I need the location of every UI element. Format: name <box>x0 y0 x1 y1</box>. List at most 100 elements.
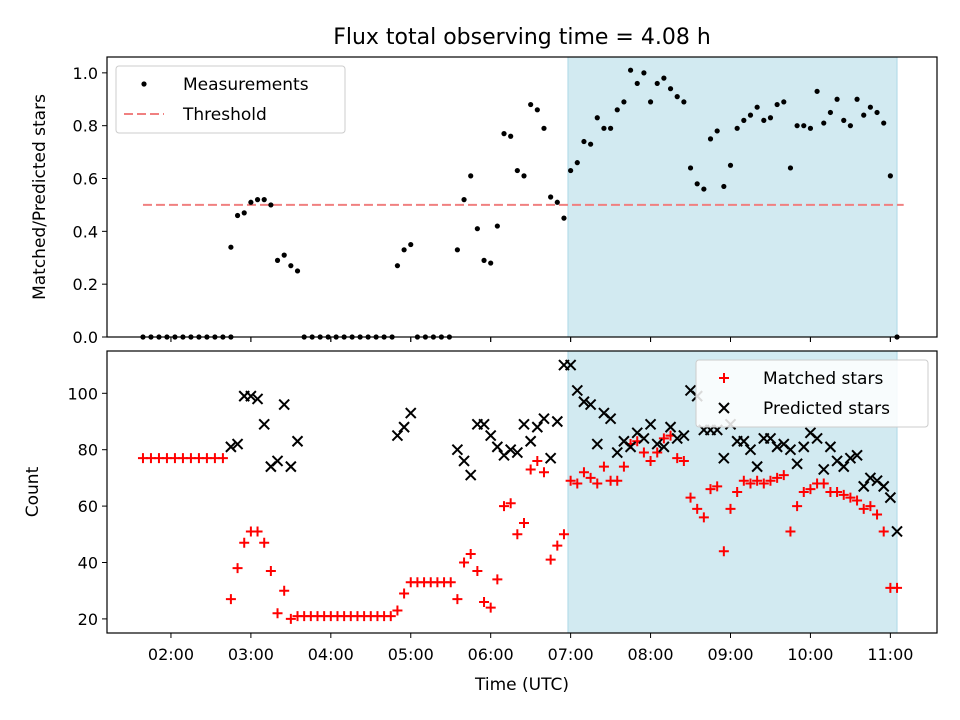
measurement-point <box>554 199 560 205</box>
matched-star-point <box>678 455 689 466</box>
measurement-point <box>274 257 281 263</box>
matched-star-point <box>798 487 809 497</box>
measurement-point <box>741 117 747 123</box>
predicted-star-point <box>784 443 797 456</box>
matched-star-point <box>465 549 476 560</box>
predicted-star-point <box>478 418 490 431</box>
x-tick-label: 07:00 <box>548 645 594 664</box>
measurement-point <box>234 212 241 219</box>
legend-label: Matched stars <box>763 369 883 389</box>
measurement-point <box>807 125 814 131</box>
matched-star-point <box>452 594 463 605</box>
predicted-star-point <box>851 449 863 462</box>
measurement-point <box>541 125 547 131</box>
y-tick-label: 100 <box>67 384 98 403</box>
measurement-point <box>661 75 667 81</box>
measurement-point <box>548 194 554 200</box>
matched-star-point <box>538 467 549 478</box>
measurement-point <box>401 247 407 253</box>
legend-marker-matched <box>719 373 729 383</box>
matched-star-point <box>265 565 276 576</box>
bottom-panel: 02:00 03:00 04:00 05:00 06:00 07:00 08:00 09:00… <box>23 350 938 695</box>
matched-star-point <box>845 492 856 503</box>
predicted-star-point <box>578 396 590 408</box>
measurement-point <box>241 210 247 216</box>
measurement-point <box>254 197 261 203</box>
predicted-star-point <box>504 443 517 456</box>
matched-star-point <box>598 461 609 472</box>
measurement-point <box>881 120 887 126</box>
measurement-point <box>701 186 707 192</box>
measurement-point <box>761 117 767 123</box>
predicted-star-point <box>771 441 783 453</box>
measurement-point <box>827 109 834 116</box>
predicted-star-point <box>278 398 290 411</box>
matched-star-point <box>225 594 236 605</box>
predicted-star-point <box>744 443 757 456</box>
measurement-point <box>408 241 414 248</box>
y-tick-label: 20 <box>78 610 98 629</box>
matched-star-point <box>572 478 583 489</box>
predicted-star-point <box>538 412 550 425</box>
top-panel: 0.0 0.2 0.4 0.6 0.8 1.0 Matched/Predicted star… <box>30 56 938 347</box>
legend-box <box>115 65 346 134</box>
x-axis-label: Time (UTC) <box>474 675 569 695</box>
measurement-point <box>594 115 600 121</box>
measurement-point <box>734 125 740 131</box>
predicted-star-point <box>564 359 577 371</box>
measurement-point <box>494 223 500 229</box>
measurement-point <box>887 173 893 179</box>
predicted-star-point <box>884 491 897 504</box>
predicted-star-point <box>544 452 557 464</box>
predicted-star-point <box>664 421 677 433</box>
matched-star-point <box>858 503 869 514</box>
matched-star-point <box>392 605 403 616</box>
legend-marker-predicted <box>718 402 730 414</box>
predicted-star-point <box>651 438 663 450</box>
matched-star-point <box>565 475 576 486</box>
predicted-star-point <box>811 432 823 445</box>
x-tick-label: 06:00 <box>468 645 514 664</box>
measurement-point <box>814 88 820 94</box>
matched-star-point <box>512 529 523 540</box>
matched-star-point <box>652 447 663 458</box>
matched-star-point <box>712 481 723 492</box>
legend-label: Predicted stars <box>763 399 890 419</box>
matched-star-point <box>705 484 716 495</box>
measurement-point <box>601 125 607 131</box>
matched-star-point <box>592 478 603 489</box>
measurement-point <box>248 199 254 205</box>
predicted-star-point <box>604 412 617 425</box>
measurement-point <box>534 107 540 113</box>
matched-star-point <box>492 574 503 585</box>
matched-star-point <box>558 529 569 540</box>
measurement-point <box>707 136 714 142</box>
observing-window-shade <box>567 56 898 338</box>
matched-star-point <box>725 503 736 514</box>
measurement-point <box>228 244 234 250</box>
matched-star-point <box>718 546 729 557</box>
matched-star-point <box>399 588 410 599</box>
legend: Measurements Threshold <box>115 65 346 134</box>
y-tick-label: 0.0 <box>73 328 98 347</box>
x-tick-label: 04:00 <box>308 645 354 664</box>
measurement-point <box>288 263 294 269</box>
x-tick-label: 05:00 <box>388 645 434 664</box>
legend-label: Measurements <box>183 75 309 95</box>
predicted-star-point <box>571 384 583 397</box>
measurement-point <box>781 99 787 105</box>
measurement-point <box>607 125 614 131</box>
predicted-star-point <box>858 480 870 493</box>
predicted-star-point <box>591 438 603 450</box>
y-tick-label: 0.4 <box>73 222 98 241</box>
legend: Matched stars Predicted stars <box>695 359 929 428</box>
matched-star-point <box>745 478 756 489</box>
matched-star-point <box>545 554 556 565</box>
x-tick-label: 11:00 <box>867 645 913 664</box>
predicted-star-point <box>484 429 497 442</box>
measurement-point <box>774 101 780 108</box>
measurement-point <box>854 96 860 102</box>
measurement-point <box>574 160 580 166</box>
measurement-point <box>588 141 594 147</box>
matched-star-point <box>838 489 849 500</box>
